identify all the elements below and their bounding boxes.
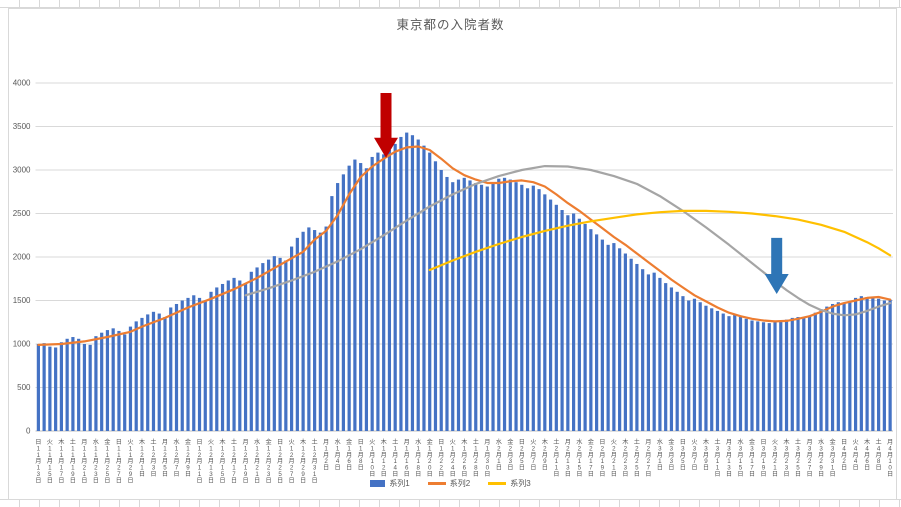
bar-series-swatch (370, 480, 386, 487)
legend-item-orange-line[interactable]: 系列2 (427, 478, 471, 489)
orange-line-swatch (427, 482, 446, 485)
legend-item-bars[interactable]: 系列1 (370, 478, 410, 489)
sheet-column-gridlines-bottom (0, 499, 901, 507)
chart-area[interactable] (8, 8, 897, 500)
chart-title: 東京都の入院者数 (396, 18, 505, 32)
legend: 系列1 系列2 系列3 (0, 478, 901, 489)
yellow-line-swatch (488, 482, 507, 485)
legend-item-yellow-line[interactable]: 系列3 (488, 478, 531, 489)
legend-label-yellow: 系列3 (510, 479, 531, 488)
legend-label-orange: 系列2 (449, 479, 471, 488)
legend-label-bars: 系列1 (389, 479, 410, 488)
sheet-column-gridlines-top (0, 0, 901, 8)
